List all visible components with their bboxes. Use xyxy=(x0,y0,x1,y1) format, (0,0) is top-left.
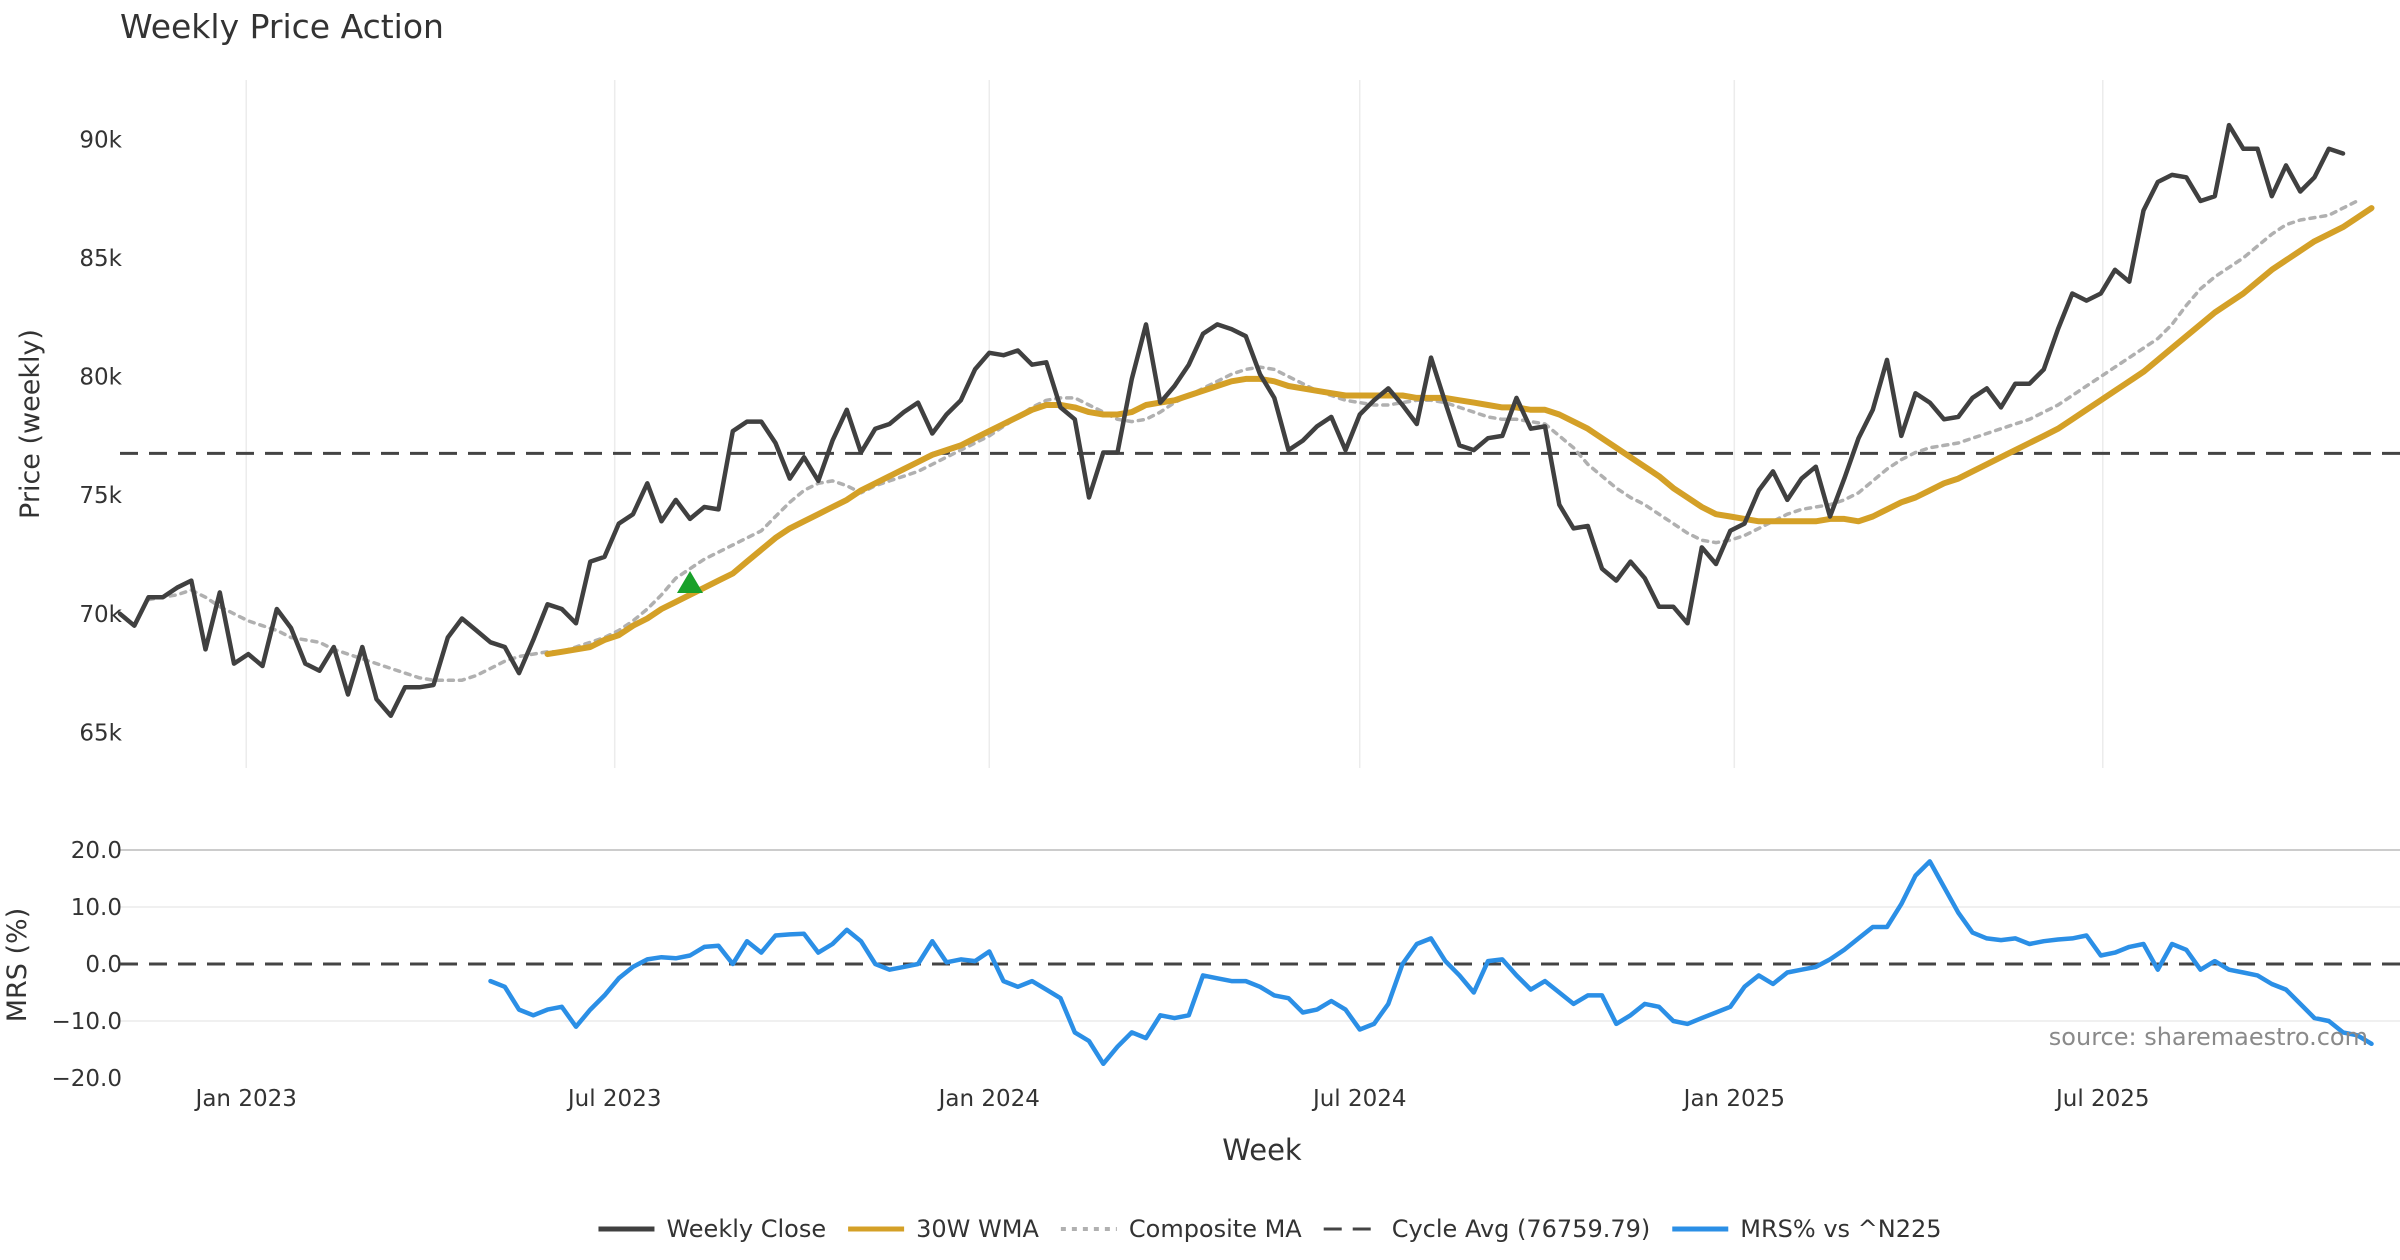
x-tick-label: Jan 2024 xyxy=(937,1086,1040,1112)
price-y-tick-label: 75k xyxy=(79,483,122,509)
x-axis-label: Week xyxy=(1222,1133,1302,1167)
legend-label: Cycle Avg (76759.79) xyxy=(1392,1215,1651,1243)
composite-ma-series-line xyxy=(146,199,2360,682)
mrs-vs-n225-series-line xyxy=(488,859,2374,1067)
price-y-tick-label: 80k xyxy=(79,365,122,391)
mrs-gridlines xyxy=(120,849,2400,1022)
mrs-panel: −20.0 −10.0 0.0 10.0 20.0 MRS (%) xyxy=(2,838,2400,1092)
30w-wma-series-line xyxy=(544,205,2375,658)
mrs-y-tick-label: 20.0 xyxy=(71,838,122,864)
x-tick-label: Jan 2023 xyxy=(194,1086,297,1112)
mrs-y-tick-label: 0.0 xyxy=(85,952,122,978)
price-y-tick-label: 85k xyxy=(79,246,122,272)
legend-label: MRS% vs ^N225 xyxy=(1740,1215,1941,1243)
mrs-y-ticks: −20.0 −10.0 0.0 10.0 20.0 xyxy=(52,838,122,1092)
mrs-y-tick-label: 10.0 xyxy=(71,895,122,921)
legend-label: Weekly Close xyxy=(666,1215,826,1243)
price-y-ticks: 65k 70k 75k 80k 85k 90k xyxy=(79,127,122,746)
x-axis-ticks: Jan 2023 Jul 2023 Jan 2024 Jul 2024 Jan 2025… xyxy=(194,1086,2150,1112)
x-tick-label: Jul 2024 xyxy=(1311,1086,1407,1112)
x-tick-label: Jan 2025 xyxy=(1682,1086,1785,1112)
chart-title: Weekly Price Action xyxy=(120,7,444,46)
source-note: source: sharemaestro.com xyxy=(2049,1023,2368,1051)
x-tick-label: Jul 2025 xyxy=(2054,1086,2150,1112)
x-tick-label: Jul 2023 xyxy=(566,1086,662,1112)
legend-label: 30W WMA xyxy=(916,1215,1039,1243)
price-y-axis-label: Price (weekly) xyxy=(15,329,46,519)
legend: Weekly Close 30W WMA Composite MA Cycle Avg… xyxy=(598,1215,1942,1243)
buy-signal-marker xyxy=(677,570,703,593)
price-series xyxy=(117,122,2400,719)
mrs-y-tick-label: −20.0 xyxy=(52,1066,122,1092)
price-y-tick-label: 90k xyxy=(79,127,122,153)
legend-label: Composite MA xyxy=(1129,1215,1302,1243)
mrs-y-axis-label: MRS (%) xyxy=(2,908,33,1023)
mrs-series xyxy=(120,859,2400,1067)
price-y-tick-label: 70k xyxy=(79,602,122,628)
price-y-tick-label: 65k xyxy=(79,720,122,746)
price-panel: 65k 70k 75k 80k 85k 90k Price (weekly) xyxy=(15,80,2400,768)
weekly-close-series-line xyxy=(117,122,2346,719)
mrs-y-tick-label: −10.0 xyxy=(52,1009,122,1035)
